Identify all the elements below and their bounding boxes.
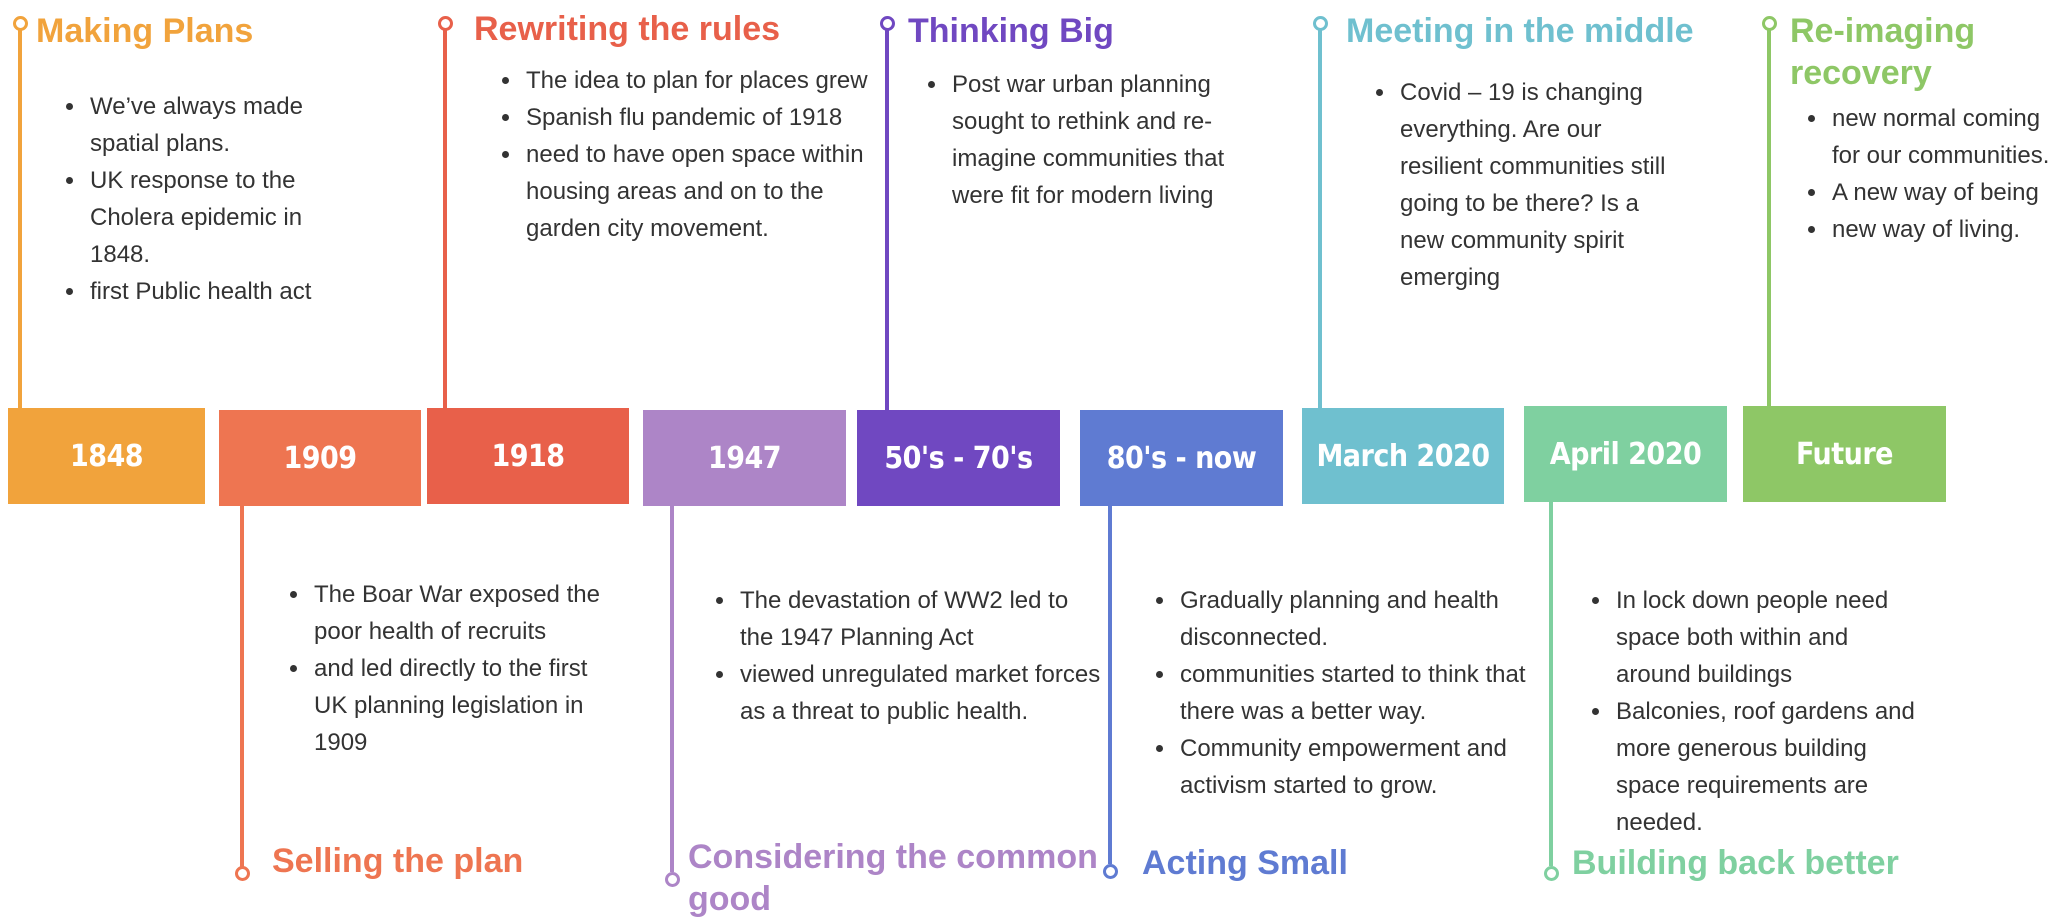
bullet-item: viewed unregulated market forces as a th…	[712, 656, 1102, 730]
bullet-item: Gradually planning and health disconnect…	[1152, 582, 1532, 656]
era-80-s-now-connector-line	[1108, 506, 1112, 864]
era-1848-pin-icon	[13, 16, 28, 31]
era-80-s-now-bullet-list: Gradually planning and health disconnect…	[1152, 582, 1532, 804]
era-1909-title: Selling the plan	[272, 842, 524, 880]
era-april-2020-pin-icon	[1544, 866, 1559, 881]
bullet-item: In lock down people need space both with…	[1588, 582, 1918, 693]
bullet-item: new normal coming for our communities.	[1804, 100, 2048, 174]
bullet-item: new way of living.	[1804, 211, 2048, 248]
era-1947-bullet-list: The devastation of WW2 led to the 1947 P…	[712, 582, 1102, 730]
bullet-item: Covid – 19 is changing everything. Are o…	[1372, 74, 1672, 296]
era-80-s-now-title: Acting Small	[1142, 844, 1348, 882]
era-1918-pin-icon	[438, 16, 453, 31]
era-future-pin-icon	[1762, 16, 1777, 31]
era-1947-title: Considering the common good	[688, 838, 1098, 918]
era-april-2020-connector-line	[1549, 502, 1553, 866]
era-50-s-70-s-title: Thinking Big	[908, 12, 1114, 50]
bullet-item: The Boar War exposed the poor health of …	[286, 576, 626, 650]
bullet-item: communities started to think that there …	[1152, 656, 1532, 730]
era-1918-bullet-list: The idea to plan for places grew Spanish…	[498, 62, 868, 247]
era-1909-connector-line	[240, 506, 244, 868]
era-1918-connector-line	[443, 22, 447, 408]
era-50-s-70-s-bullet-list: Post war urban planning sought to rethin…	[924, 66, 1264, 214]
bullet-item: UK response to the Cholera epidemic in 1…	[62, 162, 352, 273]
bullet-item: and led directly to the first UK plannin…	[286, 650, 626, 761]
era-april-2020-date-box: April 2020	[1524, 406, 1727, 502]
bullet-item: Balconies, roof gardens and more generou…	[1588, 693, 1918, 841]
era-1918-date-box: 1918	[427, 408, 629, 504]
bullet-item: The idea to plan for places grew	[498, 62, 868, 99]
era-march-2020-pin-icon	[1313, 16, 1328, 31]
era-1848-title: Making Plans	[36, 12, 254, 50]
era-80-s-now-pin-icon	[1103, 864, 1118, 879]
era-march-2020-bullet-list: Covid – 19 is changing everything. Are o…	[1372, 74, 1672, 296]
era-1848-bullet-list: We’ve always made spatial plans. UK respo…	[62, 88, 352, 310]
bullet-item: We’ve always made spatial plans.	[62, 88, 352, 162]
bullet-item: need to have open space within housing a…	[498, 136, 868, 247]
era-50-s-70-s-pin-icon	[880, 16, 895, 31]
era-1918-title: Rewriting the rules	[474, 10, 781, 48]
era-1947-pin-icon	[665, 872, 680, 887]
era-50-s-70-s-date-box: 50's - 70's	[857, 410, 1060, 506]
era-1848-connector-line	[18, 22, 22, 408]
era-1947-date-box: 1947	[643, 410, 846, 506]
bullet-item: Community empowerment and activism start…	[1152, 730, 1532, 804]
bullet-item: A new way of being	[1804, 174, 2048, 211]
era-future-bullet-list: new normal coming for our communities. A…	[1804, 100, 2048, 248]
era-1909-bullet-list: The Boar War exposed the poor health of …	[286, 576, 626, 761]
era-1909-pin-icon	[235, 866, 250, 881]
era-april-2020-bullet-list: In lock down people need space both with…	[1588, 582, 1918, 841]
era-80-s-now-date-box: 80's - now	[1080, 410, 1283, 506]
era-april-2020-title: Building back better	[1572, 844, 1899, 882]
era-50-s-70-s-connector-line	[885, 22, 889, 410]
era-1947-connector-line	[670, 506, 674, 872]
era-future-connector-line	[1767, 22, 1771, 406]
era-march-2020-title: Meeting in the middle	[1346, 12, 1694, 50]
era-1848-date-box: 1848	[8, 408, 205, 504]
bullet-item: Post war urban planning sought to rethin…	[924, 66, 1264, 214]
era-1909-date-box: 1909	[219, 410, 421, 506]
era-future-date-box: Future	[1743, 406, 1946, 502]
era-march-2020-connector-line	[1318, 22, 1322, 408]
bullet-item: first Public health act	[62, 273, 352, 310]
bullet-item: The devastation of WW2 led to the 1947 P…	[712, 582, 1102, 656]
era-march-2020-date-box: March 2020	[1302, 408, 1504, 504]
bullet-item: Spanish flu pandemic of 1918	[498, 99, 868, 136]
era-future-title: Re-imaging recovery	[1790, 12, 1976, 92]
